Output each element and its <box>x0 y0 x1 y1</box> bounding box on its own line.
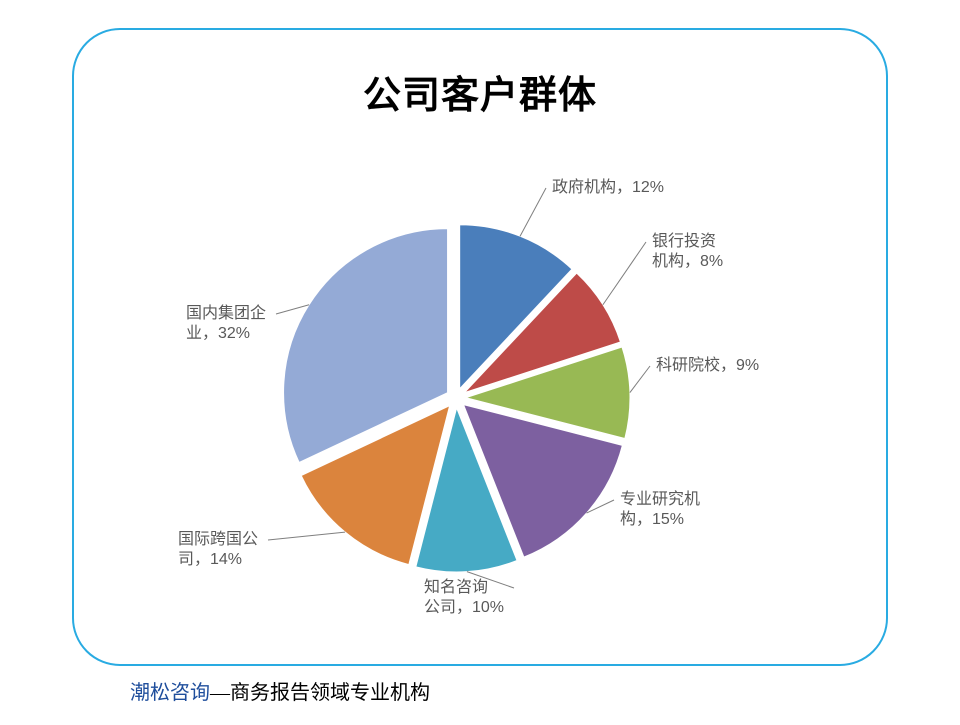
leader-line <box>630 366 650 393</box>
pie-slice-label: 国内集团企业，32% <box>186 304 266 344</box>
footer-rest: 商务报告领域专业机构 <box>230 682 430 704</box>
pie-slice-label: 银行投资机构，8% <box>652 232 723 272</box>
pie-slice-label: 知名咨询公司，10% <box>424 578 504 618</box>
footer-brand: 潮松咨询 <box>130 682 210 704</box>
footer-sep: — <box>210 682 230 704</box>
pie-slice-label: 政府机构，12% <box>552 178 664 198</box>
leader-line <box>520 188 546 236</box>
pie-slice-label: 科研院校，9% <box>656 356 759 376</box>
leader-line <box>603 242 646 305</box>
leader-line <box>268 532 345 540</box>
pie-chart: 政府机构，12% 银行投资机构，8% 科研院校，9% 专业研究机构，15% 知名咨询公司… <box>0 0 960 720</box>
pie-slice-label: 国际跨国公司，14% <box>178 530 258 570</box>
pie-slice-label: 专业研究机构，15% <box>620 490 700 530</box>
footer-text: 潮松咨询—商务报告领域专业机构 <box>130 676 430 705</box>
